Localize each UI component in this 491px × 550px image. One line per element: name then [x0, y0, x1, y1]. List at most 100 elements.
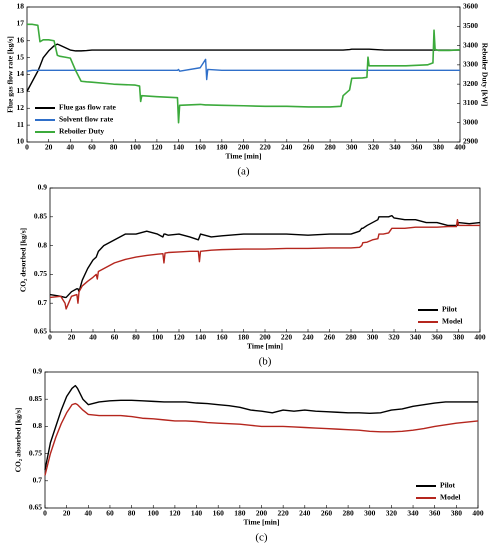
x-axis-label: Time [min]	[244, 518, 280, 527]
x-tick-label: 40	[89, 333, 97, 342]
legend-label: Pilot	[442, 305, 457, 314]
x-tick-label: 40	[85, 509, 93, 518]
x-tick-label: 300	[346, 143, 358, 152]
x-tick-label: 260	[324, 333, 336, 342]
x-tick-label: 100	[152, 333, 164, 342]
x-tick-label: 380	[451, 509, 463, 518]
legend-label: Solvent flow rate	[59, 115, 114, 124]
y-tick-label: 0.75	[34, 269, 47, 278]
x-tick-label: 280	[342, 509, 354, 518]
y2-tick-label: 3600	[463, 2, 478, 11]
y2-tick-label: 3500	[463, 21, 478, 30]
x-tick-label: 60	[106, 509, 114, 518]
x-tick-label: 20	[63, 509, 71, 518]
plot-frame	[49, 187, 481, 333]
caption: (c)	[255, 532, 268, 544]
y-tick-label: 0.65	[29, 503, 42, 512]
x-tick-label: 100	[148, 509, 160, 518]
y-axis-label: Flue gas flow rate [kg/s]	[6, 36, 15, 113]
y-tick-label: 17	[17, 19, 25, 28]
x-tick-label: 20	[68, 333, 76, 342]
y-axis-label: CO₂ absorbed [kg/s]	[14, 408, 23, 473]
x-tick-label: 140	[173, 143, 185, 152]
y-tick-label: 18	[17, 2, 25, 11]
y-tick-label: 0.8	[33, 421, 43, 430]
series-line	[49, 214, 481, 299]
series-line	[26, 43, 460, 92]
y2-tick-label: 3200	[463, 79, 478, 88]
y-tick-label: 0.8	[38, 240, 48, 249]
x-tick-label: 300	[364, 509, 376, 518]
legend-label: Model	[442, 317, 462, 326]
x-tick-label: 160	[216, 333, 228, 342]
x-tick-label: 280	[345, 333, 357, 342]
y-tick-label: 13	[17, 86, 25, 95]
x-tick-label: 200	[259, 333, 271, 342]
legend-label: Flue gas flow rate	[59, 103, 117, 112]
y2-tick-label: 3100	[463, 98, 478, 107]
x-tick-label: 400	[472, 509, 484, 518]
y-tick-label: 10	[17, 137, 25, 146]
x-tick-label: 120	[173, 333, 185, 342]
x-tick-label: 340	[389, 143, 401, 152]
x-tick-label: 80	[110, 143, 118, 152]
x-tick-label: 200	[256, 509, 268, 518]
x-tick-label: 320	[386, 509, 398, 518]
y-tick-label: 15	[17, 52, 25, 61]
x-tick-label: 260	[303, 143, 315, 152]
caption: (b)	[259, 356, 272, 368]
x-tick-label: 180	[234, 509, 246, 518]
x-tick-label: 260	[321, 509, 333, 518]
x-tick-label: 140	[195, 333, 207, 342]
x-tick-label: 20	[45, 143, 53, 152]
y-tick-label: 0.75	[29, 448, 42, 457]
legend-label: Pilot	[440, 481, 455, 490]
x-tick-label: 160	[195, 143, 207, 152]
x-tick-label: 400	[454, 143, 466, 152]
x-tick-label: 380	[453, 333, 465, 342]
y-tick-label: 14	[17, 69, 25, 78]
x-tick-label: 120	[151, 143, 163, 152]
series-line	[26, 58, 460, 81]
x-tick-label: 240	[281, 143, 293, 152]
x-tick-label: 180	[238, 333, 250, 342]
y-tick-label: 0.7	[33, 476, 43, 485]
x-tick-label: 300	[367, 333, 379, 342]
y-tick-label: 0.65	[34, 327, 47, 336]
series-line	[49, 218, 480, 310]
x-tick-label: 220	[260, 143, 272, 152]
x-tick-label: 40	[67, 143, 75, 152]
x-tick-label: 400	[474, 333, 486, 342]
x-tick-label: 340	[407, 509, 419, 518]
x-tick-label: 240	[302, 333, 314, 342]
x-tick-label: 80	[132, 333, 140, 342]
y-tick-label: 16	[17, 35, 25, 44]
plot-frame	[44, 371, 479, 509]
x-tick-label: 60	[88, 143, 96, 152]
x-tick-label: 120	[169, 509, 181, 518]
x-tick-label: 360	[411, 143, 423, 152]
y2-tick-label: 3400	[463, 40, 478, 49]
y-tick-label: 0.7	[38, 298, 48, 307]
x-tick-label: 0	[25, 143, 29, 152]
x-axis-label: Time [min]	[226, 152, 262, 161]
y2-axis-label: Reboiler Duty [kW]	[480, 43, 489, 107]
y-tick-label: 11	[17, 120, 24, 129]
x-tick-label: 280	[324, 143, 336, 152]
x-tick-label: 220	[278, 509, 290, 518]
y-tick-label: 0.85	[34, 212, 47, 221]
x-tick-label: 320	[388, 333, 400, 342]
x-tick-label: 0	[43, 509, 47, 518]
x-tick-label: 80	[128, 509, 136, 518]
series-line	[44, 384, 478, 471]
y2-tick-label: 3000	[463, 117, 478, 126]
y-tick-label: 0.9	[38, 183, 48, 192]
legend-label: Model	[440, 493, 460, 502]
y-axis-label: CO₂ desorbed [kg/s]	[19, 228, 28, 292]
x-tick-label: 240	[299, 509, 311, 518]
x-tick-label: 340	[410, 333, 422, 342]
caption: (a)	[237, 166, 250, 178]
x-tick-label: 320	[368, 143, 380, 152]
x-tick-label: 220	[281, 333, 293, 342]
